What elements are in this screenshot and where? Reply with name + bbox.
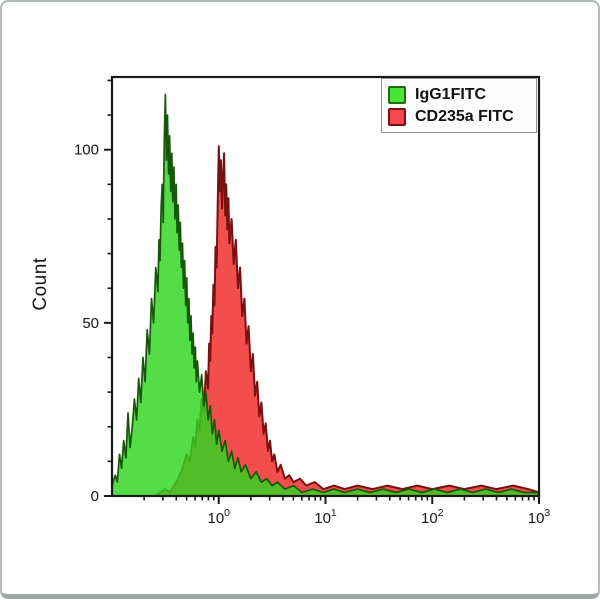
legend-box: IgG1FITC CD235a FITC xyxy=(381,78,537,133)
y-axis-tick-label: 50 xyxy=(82,315,99,332)
legend-label: CD235a FITC xyxy=(415,107,514,125)
legend-swatch-green xyxy=(388,85,406,104)
y-axis-tick-label: 100 xyxy=(74,142,99,159)
y-axis-tick-label: 0 xyxy=(91,488,99,505)
x-axis-tick-label: 100 xyxy=(207,507,230,527)
legend-item-cd235a-fitc: CD235a FITC xyxy=(388,107,530,126)
x-axis-tick-label: 102 xyxy=(421,507,444,527)
legend-swatch-red xyxy=(388,107,406,126)
legend-label: IgG1FITC xyxy=(415,85,487,103)
igg1-histogram xyxy=(111,93,540,497)
x-axis-tick-label: 103 xyxy=(528,507,551,527)
legend-item-igg1fitc: IgG1FITC xyxy=(388,85,530,104)
y-axis-title: Count xyxy=(30,257,51,311)
x-axis-tick-label: 101 xyxy=(314,507,337,527)
